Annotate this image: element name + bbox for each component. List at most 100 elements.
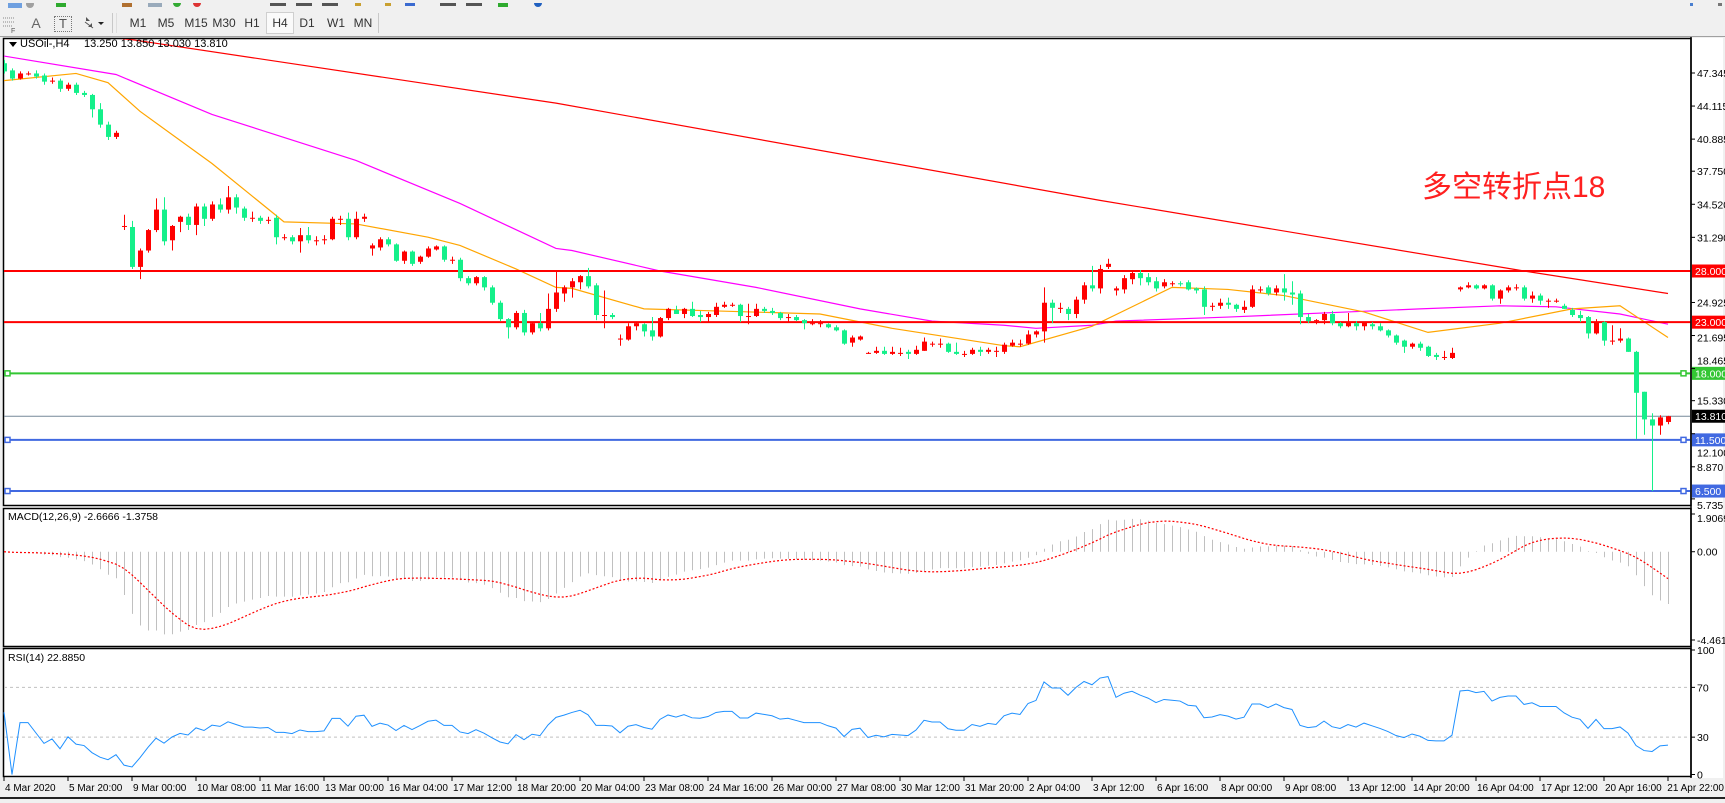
chart-tabs-bar[interactable] <box>0 797 1725 803</box>
candle-body <box>274 217 279 238</box>
template-icon[interactable] <box>405 3 415 6</box>
ohlc-values: 13.250 13.850 13.030 13.810 <box>84 38 228 50</box>
candle <box>1194 287 1199 294</box>
candle <box>1490 284 1495 301</box>
resize-icon[interactable] <box>1718 3 1722 6</box>
time-axis[interactable]: 4 Mar 2020 5 Mar 20:00 9 Mar 00:00 10 Mar 0… <box>3 776 1724 794</box>
candle <box>1138 269 1143 286</box>
period-separator-icon[interactable]: F <box>2 13 16 35</box>
macd-pane[interactable] <box>3 518 1669 635</box>
candle-body <box>562 287 567 294</box>
candle-body <box>1634 351 1639 393</box>
candle <box>378 237 383 251</box>
stop-icon[interactable] <box>193 0 201 7</box>
grid-icon[interactable] <box>440 3 456 6</box>
candle <box>738 303 743 323</box>
candle-body <box>746 316 751 318</box>
candle <box>322 235 327 245</box>
candle <box>1218 298 1223 309</box>
candle-body <box>1090 285 1095 289</box>
candle <box>1146 273 1151 286</box>
candle <box>1522 285 1527 301</box>
expert-icon[interactable] <box>122 3 132 7</box>
candle-body <box>170 225 175 241</box>
zoom-icon[interactable] <box>26 0 34 8</box>
candle <box>778 311 783 321</box>
candle <box>1330 310 1335 326</box>
line-studies-toolbar: F A T M1 M5 M15 M30 H1 H4 D1 W1 MN <box>0 10 1725 37</box>
new-order-icon[interactable] <box>56 3 66 7</box>
candle <box>1386 329 1391 338</box>
chart-fit-icon[interactable] <box>322 3 338 6</box>
svg-text:F: F <box>11 28 15 33</box>
candle <box>490 285 495 305</box>
main-price-pane[interactable] <box>2 37 1692 778</box>
candle-body <box>1058 307 1063 309</box>
indicator-icon[interactable] <box>534 0 542 7</box>
timeframe-mn[interactable]: MN <box>353 16 373 30</box>
chart-window[interactable]: 28.000 23.000 18.000 11.500 6.500 47.345 44.11… <box>0 37 1725 797</box>
candle-body <box>26 73 31 75</box>
candle-body <box>282 237 287 239</box>
candle <box>1578 310 1583 323</box>
chart-shift-icon[interactable] <box>270 3 286 6</box>
candle <box>1410 342 1415 349</box>
candle-body <box>602 315 607 317</box>
candle <box>746 303 751 325</box>
candle-body <box>1618 338 1623 341</box>
text-label-tool-button[interactable]: T <box>54 16 72 32</box>
autoscroll-icon[interactable] <box>296 3 312 6</box>
timeframe-m1[interactable]: M1 <box>129 16 147 30</box>
candle <box>1114 286 1119 296</box>
candle-body <box>642 324 647 332</box>
timeframe-m5[interactable]: M5 <box>157 16 175 30</box>
candle-body <box>378 239 383 248</box>
candle <box>914 345 919 355</box>
candle-body <box>914 349 919 354</box>
price-axis-label: 44.115 <box>1697 101 1725 113</box>
candle-body <box>466 278 471 284</box>
candle-body <box>1122 278 1127 290</box>
pencil-icon[interactable] <box>385 3 391 6</box>
candle-body <box>338 218 343 220</box>
price-axis[interactable]: 28.000 23.000 18.000 11.500 6.500 47.345 44.11… <box>1690 37 1725 782</box>
level-handle-icon <box>4 487 11 495</box>
candle-body <box>1466 285 1471 288</box>
candle <box>658 317 663 338</box>
line-icon[interactable] <box>466 3 482 6</box>
candle-body <box>762 308 767 311</box>
candle-body <box>346 218 351 238</box>
pencil-icon[interactable] <box>355 3 361 6</box>
zoom-in-icon[interactable] <box>498 3 508 7</box>
toolbar-grip[interactable] <box>116 13 117 33</box>
annotation-text[interactable]: 多空转折点18 <box>1422 171 1605 204</box>
info-icon[interactable] <box>1690 3 1693 6</box>
time-axis-label: 18 Mar 20:00 <box>517 783 576 794</box>
timeframe-m30[interactable]: M30 <box>212 16 236 30</box>
candle <box>1282 274 1287 301</box>
timeframe-m15[interactable]: M15 <box>184 16 208 30</box>
time-axis-label: 6 Apr 16:00 <box>1157 783 1209 794</box>
candle <box>770 307 775 316</box>
rsi-pane[interactable] <box>3 676 1691 775</box>
candle-body <box>706 313 711 318</box>
candle <box>898 347 903 356</box>
candle-body <box>1298 293 1303 318</box>
candle <box>1634 350 1639 439</box>
timeframe-h1[interactable]: H1 <box>244 16 260 30</box>
text-tool-button[interactable]: A <box>31 15 41 31</box>
candle <box>98 103 103 128</box>
window-icon[interactable] <box>8 3 22 8</box>
price-axis-label: 5.735 <box>1697 500 1723 512</box>
timeframe-w1[interactable]: W1 <box>327 16 345 30</box>
arrow-shape-icon <box>86 17 90 21</box>
timeframe-d1[interactable]: D1 <box>299 16 315 30</box>
shapes-dropdown-button[interactable] <box>80 13 106 33</box>
terminal-icon[interactable] <box>148 3 162 7</box>
timeframe-h4[interactable]: H4 <box>266 12 294 34</box>
candle <box>1506 285 1511 293</box>
candle <box>810 319 815 326</box>
autotrading-icon[interactable] <box>173 0 181 7</box>
candle-body <box>610 315 615 318</box>
dropdown-triangle-icon[interactable] <box>9 42 17 47</box>
